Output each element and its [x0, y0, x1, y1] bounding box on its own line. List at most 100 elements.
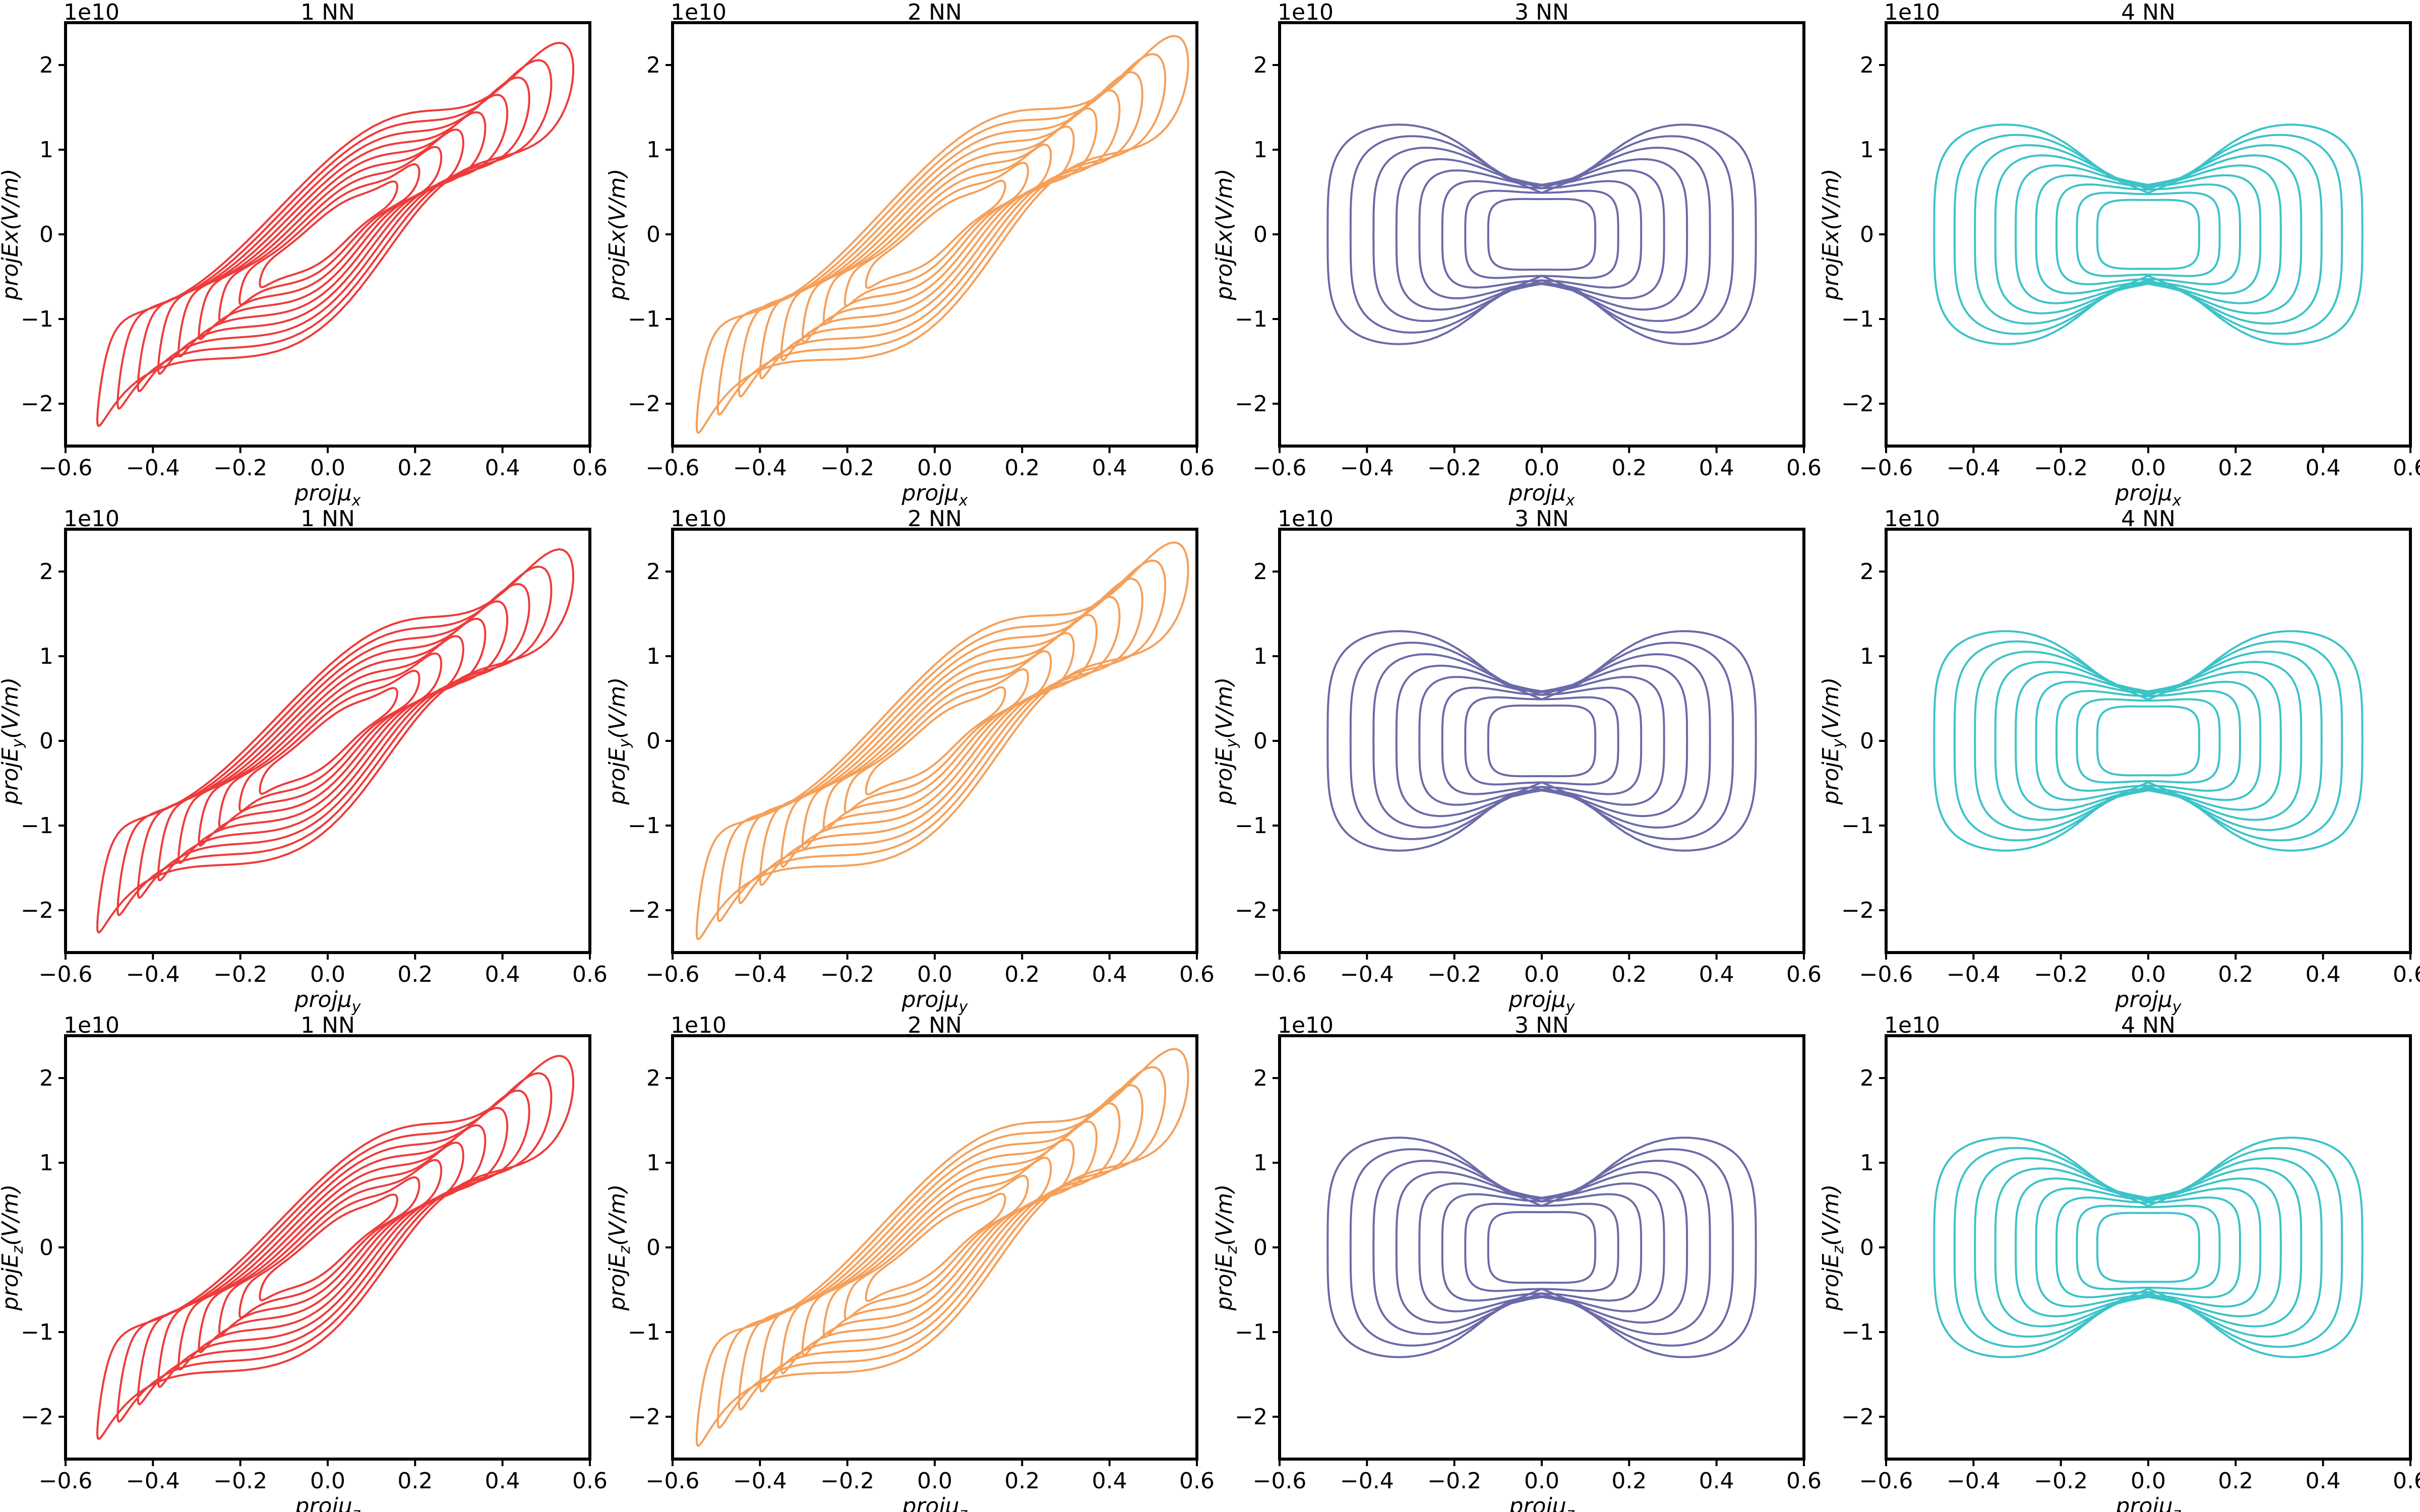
x-tick-label: −0.4: [1947, 962, 2001, 987]
y-tick-label: −1: [21, 306, 53, 332]
contour-level-8: [1326, 123, 1757, 345]
x-tick-label: 0.4: [1699, 962, 1734, 987]
y-tick-label: 2: [1860, 559, 1874, 585]
x-axis-label: projμz: [2115, 1493, 2182, 1512]
y-tick-label: −1: [1841, 1319, 1874, 1345]
x-tick-label: 0.6: [1786, 455, 1822, 481]
contour-level-7: [137, 76, 530, 393]
x-tick-label: 0.2: [2218, 455, 2253, 481]
x-tick-label: 0.6: [572, 1468, 608, 1494]
y-offset-label: 1e10: [671, 0, 727, 25]
y-tick-label: 1: [39, 137, 53, 163]
contour-level-2: [843, 162, 1030, 307]
contour-level-5: [1395, 664, 1688, 817]
contour-level-2: [1464, 190, 1619, 279]
y-axis-label: projEx(V/m): [0, 168, 23, 300]
x-tick-label: 0.2: [397, 1468, 433, 1494]
panel-r2-c4: −0.6 −0.4 −0.2 0.0 0.2 0.4 0.6 −2 −1 0 1 2 1e10 4 NN p…: [1818, 506, 2420, 1016]
contour-level-3: [2055, 183, 2242, 285]
contour-level-5: [2015, 1177, 2282, 1317]
y-tick-label: 2: [646, 1065, 660, 1091]
contour-level-5: [177, 617, 487, 864]
x-tick-label: 0.2: [1004, 455, 1040, 481]
x-tick-label: 0.2: [1611, 962, 1647, 987]
contour-level-4: [1418, 169, 1665, 299]
contour-level-2: [1464, 1203, 1619, 1292]
contour-level-6: [1372, 1160, 1711, 1335]
x-tick-label: 0.4: [2306, 962, 2341, 987]
contour-level-4: [1418, 676, 1665, 806]
x-tick-label: −0.4: [126, 455, 180, 481]
x-axis-label: projμz: [1509, 1493, 1575, 1512]
y-axis-label: projEx(V/m): [604, 168, 630, 300]
x-tick-label: −0.6: [1253, 1468, 1307, 1494]
axes-frame: [1278, 21, 1805, 448]
y-tick-label: 0: [1253, 222, 1267, 247]
contour-level-8: [716, 1066, 1167, 1429]
panel-r1-c2: −0.6 −0.4 −0.2 0.0 0.2 0.4 0.6 −2 −1 0 1 2 1e10 2 NN p…: [604, 0, 1215, 510]
contour-level-3: [822, 144, 1052, 325]
contour-level-1: [1487, 1211, 1597, 1284]
y-axis-label: projEz(V/m): [0, 1184, 27, 1311]
y-axis-label: projEz(V/m): [604, 1184, 634, 1311]
axes-frame: [1278, 528, 1805, 954]
x-tick-label: −0.2: [1427, 962, 1481, 987]
y-tick-label: −2: [628, 898, 660, 923]
x-tick-label: 0.0: [1524, 455, 1559, 481]
x-tick-label: −0.2: [820, 962, 874, 987]
panel-title: 4 NN: [2121, 0, 2175, 25]
x-tick-label: 0.6: [2393, 1468, 2420, 1494]
x-tick-label: 0.4: [485, 1468, 520, 1494]
y-axis-label: projEx(V/m): [1818, 168, 1844, 300]
contour-level-1: [2096, 1212, 2201, 1283]
y-tick-label: 1: [1253, 644, 1267, 669]
contour-level-7: [738, 1084, 1143, 1411]
contour-level-7: [1974, 650, 2323, 832]
axes-frame: [64, 1034, 591, 1461]
y-tick-label: 1: [1253, 137, 1267, 163]
contour-level-5: [780, 1120, 1098, 1375]
x-axis-label: projμx: [2115, 480, 2182, 510]
contour-level-1: [259, 1193, 399, 1301]
x-tick-label: −0.6: [1253, 455, 1307, 481]
y-tick-label: −1: [1841, 306, 1874, 332]
x-tick-label: 0.0: [310, 455, 345, 481]
contour-level-7: [738, 71, 1143, 398]
y-offset-label: 1e10: [1884, 1013, 1940, 1038]
y-tick-label: 0: [1860, 1235, 1874, 1261]
contour-level-9: [96, 41, 575, 427]
y-tick-label: −2: [1235, 898, 1267, 923]
x-tick-label: 0.6: [1179, 962, 1215, 987]
y-tick-label: −2: [1235, 391, 1267, 417]
contour-level-1: [1487, 704, 1597, 778]
axes-frame: [1278, 1034, 1805, 1461]
contour-level-3: [1441, 1193, 1643, 1302]
contour-level-5: [1395, 1171, 1688, 1324]
y-tick-label: 0: [1253, 1235, 1267, 1261]
contour-level-6: [759, 1102, 1121, 1393]
x-tick-label: −0.2: [820, 1468, 874, 1494]
x-tick-label: 0.6: [1786, 962, 1822, 987]
y-offset-label: 1e10: [64, 0, 119, 25]
y-axis-label: projEz(V/m): [1212, 1184, 1241, 1311]
contour-level-4: [801, 1139, 1075, 1357]
y-tick-label: 1: [646, 1150, 660, 1176]
x-tick-label: 0.0: [2131, 962, 2166, 987]
y-tick-label: −2: [21, 1404, 53, 1430]
x-axis-label: projμx: [294, 480, 361, 510]
y-tick-label: 1: [1253, 1150, 1267, 1176]
x-tick-label: −0.4: [1947, 455, 2001, 481]
contour-level-5: [2015, 671, 2282, 811]
x-tick-label: −0.4: [1947, 1468, 2001, 1494]
contour-level-2: [1464, 696, 1619, 786]
y-offset-label: 1e10: [64, 1013, 119, 1038]
y-axis-label: projEy(V/m): [1818, 677, 1847, 805]
x-tick-label: −0.2: [2034, 1468, 2088, 1494]
x-tick-label: −0.2: [213, 1468, 267, 1494]
x-tick-label: 0.6: [1786, 1468, 1822, 1494]
x-axis-label: projμz: [295, 1493, 361, 1512]
x-axis-label: projμy: [2115, 987, 2182, 1016]
y-tick-label: 2: [39, 559, 53, 585]
x-tick-label: −0.4: [1340, 962, 1394, 987]
